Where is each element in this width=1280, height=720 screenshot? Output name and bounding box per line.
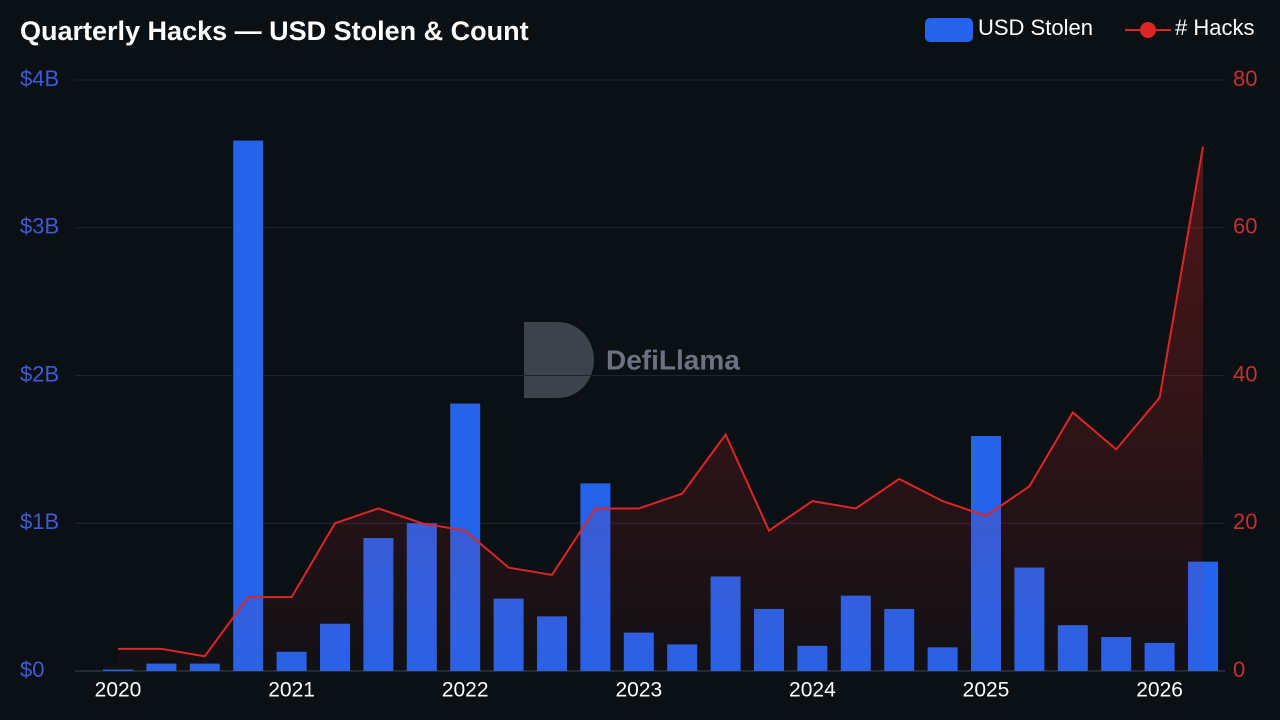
legend-swatch [925,18,973,42]
watermark-logo [524,322,594,398]
chart-title: Quarterly Hacks — USD Stolen & Count [20,16,529,46]
y2-tick-label: 80 [1233,66,1257,91]
x-tick-label: 2026 [1136,679,1183,702]
y-tick-label: $4B [20,66,59,91]
y-tick-label: $0 [20,657,44,682]
x-tick-label: 2020 [95,679,142,702]
watermark: DefiLlama [606,344,740,375]
x-tick-label: 2024 [789,679,836,702]
x-tick-label: 2022 [442,679,489,702]
x-tick-label: 2025 [963,679,1010,702]
legend-marker [1140,22,1156,38]
legend-label: USD Stolen [978,15,1093,40]
y2-tick-label: 20 [1233,509,1257,534]
y-tick-label: $1B [20,509,59,534]
y2-tick-label: 40 [1233,361,1257,386]
y-tick-label: $3B [20,214,59,239]
y-tick-label: $2B [20,361,59,386]
y2-tick-label: 60 [1233,214,1257,239]
legend-label: # Hacks [1175,15,1254,40]
bar [233,140,264,671]
line-area [118,146,1203,672]
y2-tick-label: 0 [1233,657,1245,682]
x-tick-label: 2023 [615,679,662,702]
line [118,146,1204,658]
x-tick-label: 2021 [268,679,315,702]
